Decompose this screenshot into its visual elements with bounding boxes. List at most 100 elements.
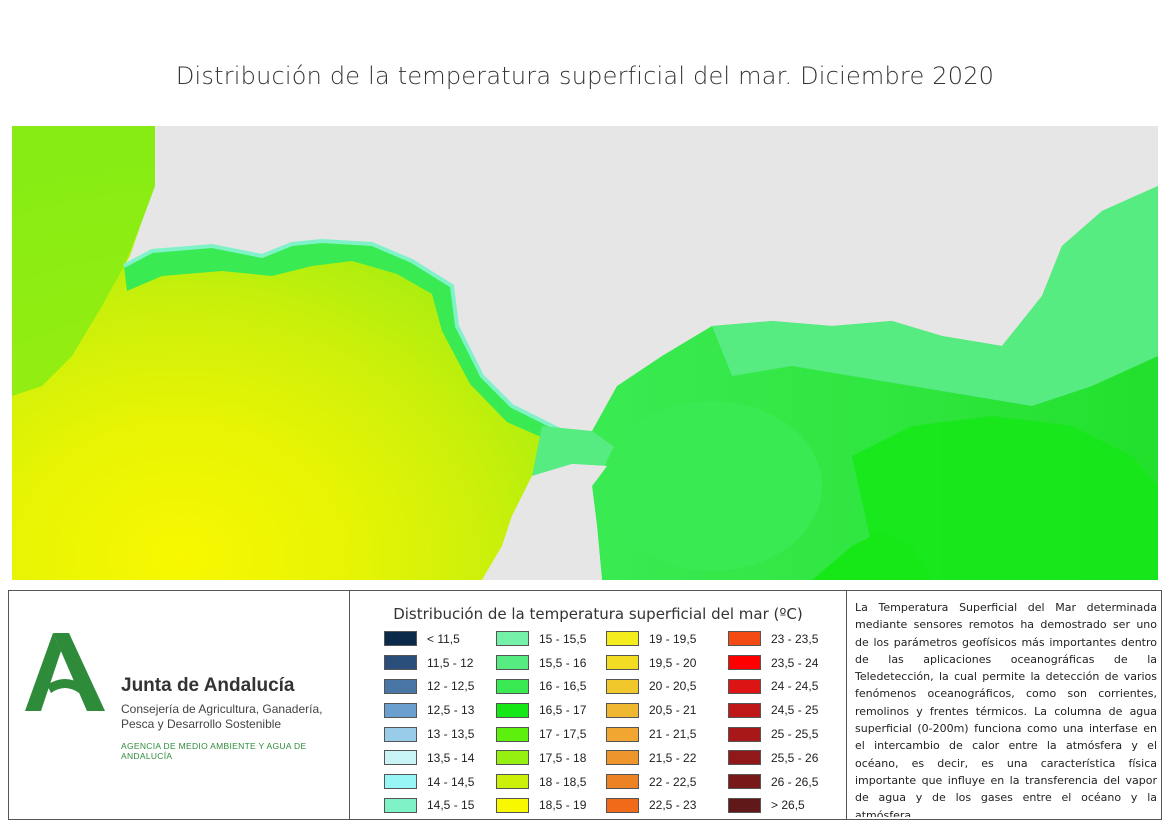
logo-agency: AGENCIA DE MEDIO AMBIENTE Y AGUA DE ANDA…: [121, 741, 307, 761]
coastal-strip: [124, 241, 572, 444]
legend-label: 13,5 - 14: [427, 750, 475, 765]
legend-item: 12 - 12,5: [384, 675, 474, 699]
legend-label: 12,5 - 13: [427, 703, 475, 718]
legend-swatch: [728, 750, 761, 766]
legend-label: 14 - 14,5: [427, 774, 475, 789]
legend-column-3: 19 - 19,5 19,5 - 20 20 - 20,5 20,5 - 21 21 -…: [606, 627, 696, 817]
map-svg: [12, 126, 1158, 580]
legend-swatch: [496, 678, 529, 694]
legend-swatch: [496, 797, 529, 813]
legend-swatch: [606, 774, 639, 790]
legend-swatch: [606, 678, 639, 694]
logo-panel: Junta de Andalucía Consejería de Agricul…: [9, 591, 350, 819]
logo-subtitle: Consejería de Agricultura, Ganadería, Pe…: [121, 702, 323, 731]
legend-swatch: [606, 702, 639, 718]
legend-label: 22,5 - 23: [649, 798, 697, 813]
logo-name: Junta de Andalucía: [121, 675, 295, 696]
legend-label: 22 - 22,5: [649, 774, 697, 789]
western-alboran-gyre: [602, 401, 822, 571]
legend-column-2: 15 - 15,5 15,5 - 16 16 - 16,5 16,5 - 17 17 -…: [496, 627, 586, 817]
legend-label: 20,5 - 21: [649, 703, 697, 718]
legend-item: 14,5 - 15: [384, 794, 474, 818]
legend-item: 23,5 - 24: [728, 651, 818, 675]
legend-label: < 11,5: [427, 631, 460, 646]
legend-label: 25 - 25,5: [771, 727, 819, 742]
legend-item: 25 - 25,5: [728, 722, 818, 746]
legend-swatch: [384, 774, 417, 790]
legend-item: 19,5 - 20: [606, 651, 696, 675]
legend-item: 25,5 - 26: [728, 746, 818, 770]
legend-swatch: [728, 702, 761, 718]
legend-label: 23,5 - 24: [771, 655, 819, 670]
legend-label: 11,5 - 12: [427, 655, 474, 670]
african-coast: [482, 464, 607, 580]
legend-item: 13,5 - 14: [384, 746, 474, 770]
legend-item: 17 - 17,5: [496, 722, 586, 746]
legend-swatch: [496, 702, 529, 718]
legend-swatch: [384, 655, 417, 671]
legend-item: 12,5 - 13: [384, 698, 474, 722]
legend-label: 16,5 - 17: [539, 703, 587, 718]
info-text: La Temperatura Superficial del Mar deter…: [855, 601, 1157, 817]
legend-item: 18 - 18,5: [496, 770, 586, 794]
legend-swatch: [728, 631, 761, 647]
legend-item: 16 - 16,5: [496, 675, 586, 699]
legend-swatch: [728, 797, 761, 813]
legend-label: > 26,5: [771, 798, 805, 813]
legend-item: 14 - 14,5: [384, 770, 474, 794]
legend-label: 15 - 15,5: [539, 631, 587, 646]
legend-swatch: [728, 678, 761, 694]
atlantic-sea: [12, 126, 572, 580]
legend-column-4: 23 - 23,5 23,5 - 24 24 - 24,5 24,5 - 25 25 -…: [728, 627, 818, 817]
sea-temperature-map: [12, 126, 1158, 580]
map-title: Distribución de la temperatura superfici…: [175, 62, 995, 90]
legend-swatch: [728, 774, 761, 790]
legend-label: 18 - 18,5: [539, 774, 587, 789]
legend-swatch: [384, 631, 417, 647]
legend-label: 21,5 - 22: [649, 750, 697, 765]
legend-item: 16,5 - 17: [496, 698, 586, 722]
legend-item: 20 - 20,5: [606, 675, 696, 699]
legend-swatch: [384, 702, 417, 718]
legend-swatch: [606, 726, 639, 742]
legend-swatch: [384, 726, 417, 742]
footer-panel: Junta de Andalucía Consejería de Agricul…: [8, 590, 1162, 820]
legend-swatch: [384, 678, 417, 694]
legend-label: 15,5 - 16: [539, 655, 587, 670]
legend-item: < 11,5: [384, 627, 474, 651]
eastern-patch: [852, 416, 1158, 580]
junta-logo-icon: [25, 633, 105, 711]
legend-item: > 26,5: [728, 794, 818, 818]
legend-label: 13 - 13,5: [427, 727, 475, 742]
northwest-cool-band: [12, 126, 155, 396]
legend-label: 17,5 - 18: [539, 750, 587, 765]
legend-swatch: [496, 774, 529, 790]
legend-label: 25,5 - 26: [771, 750, 819, 765]
legend-label: 18,5 - 19: [539, 798, 587, 813]
legend-label: 20 - 20,5: [649, 679, 697, 694]
legend-label: 24,5 - 25: [771, 703, 819, 718]
legend-item: 15 - 15,5: [496, 627, 586, 651]
legend-item: 21 - 21,5: [606, 722, 696, 746]
legend-swatch: [606, 797, 639, 813]
legend-swatch: [496, 726, 529, 742]
legend-swatch: [606, 631, 639, 647]
legend-item: 19 - 19,5: [606, 627, 696, 651]
south-land-notch: [812, 531, 932, 580]
legend-item: 20,5 - 21: [606, 698, 696, 722]
legend-panel: Distribución de la temperatura superfici…: [350, 591, 847, 819]
legend-swatch: [606, 655, 639, 671]
legend-label: 23 - 23,5: [771, 631, 819, 646]
legend-item: 22,5 - 23: [606, 794, 696, 818]
legend-title: Distribución de la temperatura superfici…: [393, 605, 803, 623]
legend-swatch: [606, 750, 639, 766]
coastal-edge: [123, 238, 573, 438]
legend-item: 22 - 22,5: [606, 770, 696, 794]
legend-item: 11,5 - 12: [384, 651, 474, 675]
legend-label: 17 - 17,5: [539, 727, 587, 742]
legend-label: 24 - 24,5: [771, 679, 819, 694]
legend-label: 26 - 26,5: [771, 774, 819, 789]
legend-item: 15,5 - 16: [496, 651, 586, 675]
legend-swatch: [384, 797, 417, 813]
legend-item: 13 - 13,5: [384, 722, 474, 746]
